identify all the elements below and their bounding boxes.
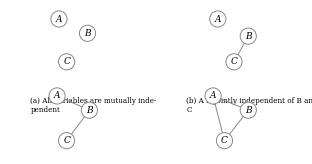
Text: A: A: [215, 15, 221, 23]
Text: C: C: [221, 136, 228, 145]
Text: (b) A is jointly independent of B and
C: (b) A is jointly independent of B and C: [187, 97, 312, 114]
Circle shape: [81, 102, 97, 118]
Circle shape: [59, 133, 75, 149]
Text: B: B: [245, 32, 251, 41]
Circle shape: [217, 133, 232, 149]
Circle shape: [210, 11, 226, 27]
Text: B: B: [84, 29, 91, 38]
Text: B: B: [245, 106, 251, 115]
Text: B: B: [86, 106, 93, 115]
Text: A: A: [54, 92, 60, 100]
Circle shape: [240, 102, 256, 118]
Text: (a) All variables are mutually inde-
pendent: (a) All variables are mutually inde- pen…: [31, 97, 157, 114]
Text: C: C: [63, 136, 70, 145]
Circle shape: [80, 25, 95, 41]
Text: C: C: [231, 57, 237, 66]
Text: A: A: [210, 92, 216, 100]
Text: C: C: [63, 57, 70, 66]
Text: A: A: [56, 15, 62, 23]
Circle shape: [226, 54, 242, 70]
Circle shape: [205, 88, 221, 104]
Circle shape: [49, 88, 65, 104]
Circle shape: [59, 54, 75, 70]
Circle shape: [51, 11, 67, 27]
Circle shape: [240, 28, 256, 44]
